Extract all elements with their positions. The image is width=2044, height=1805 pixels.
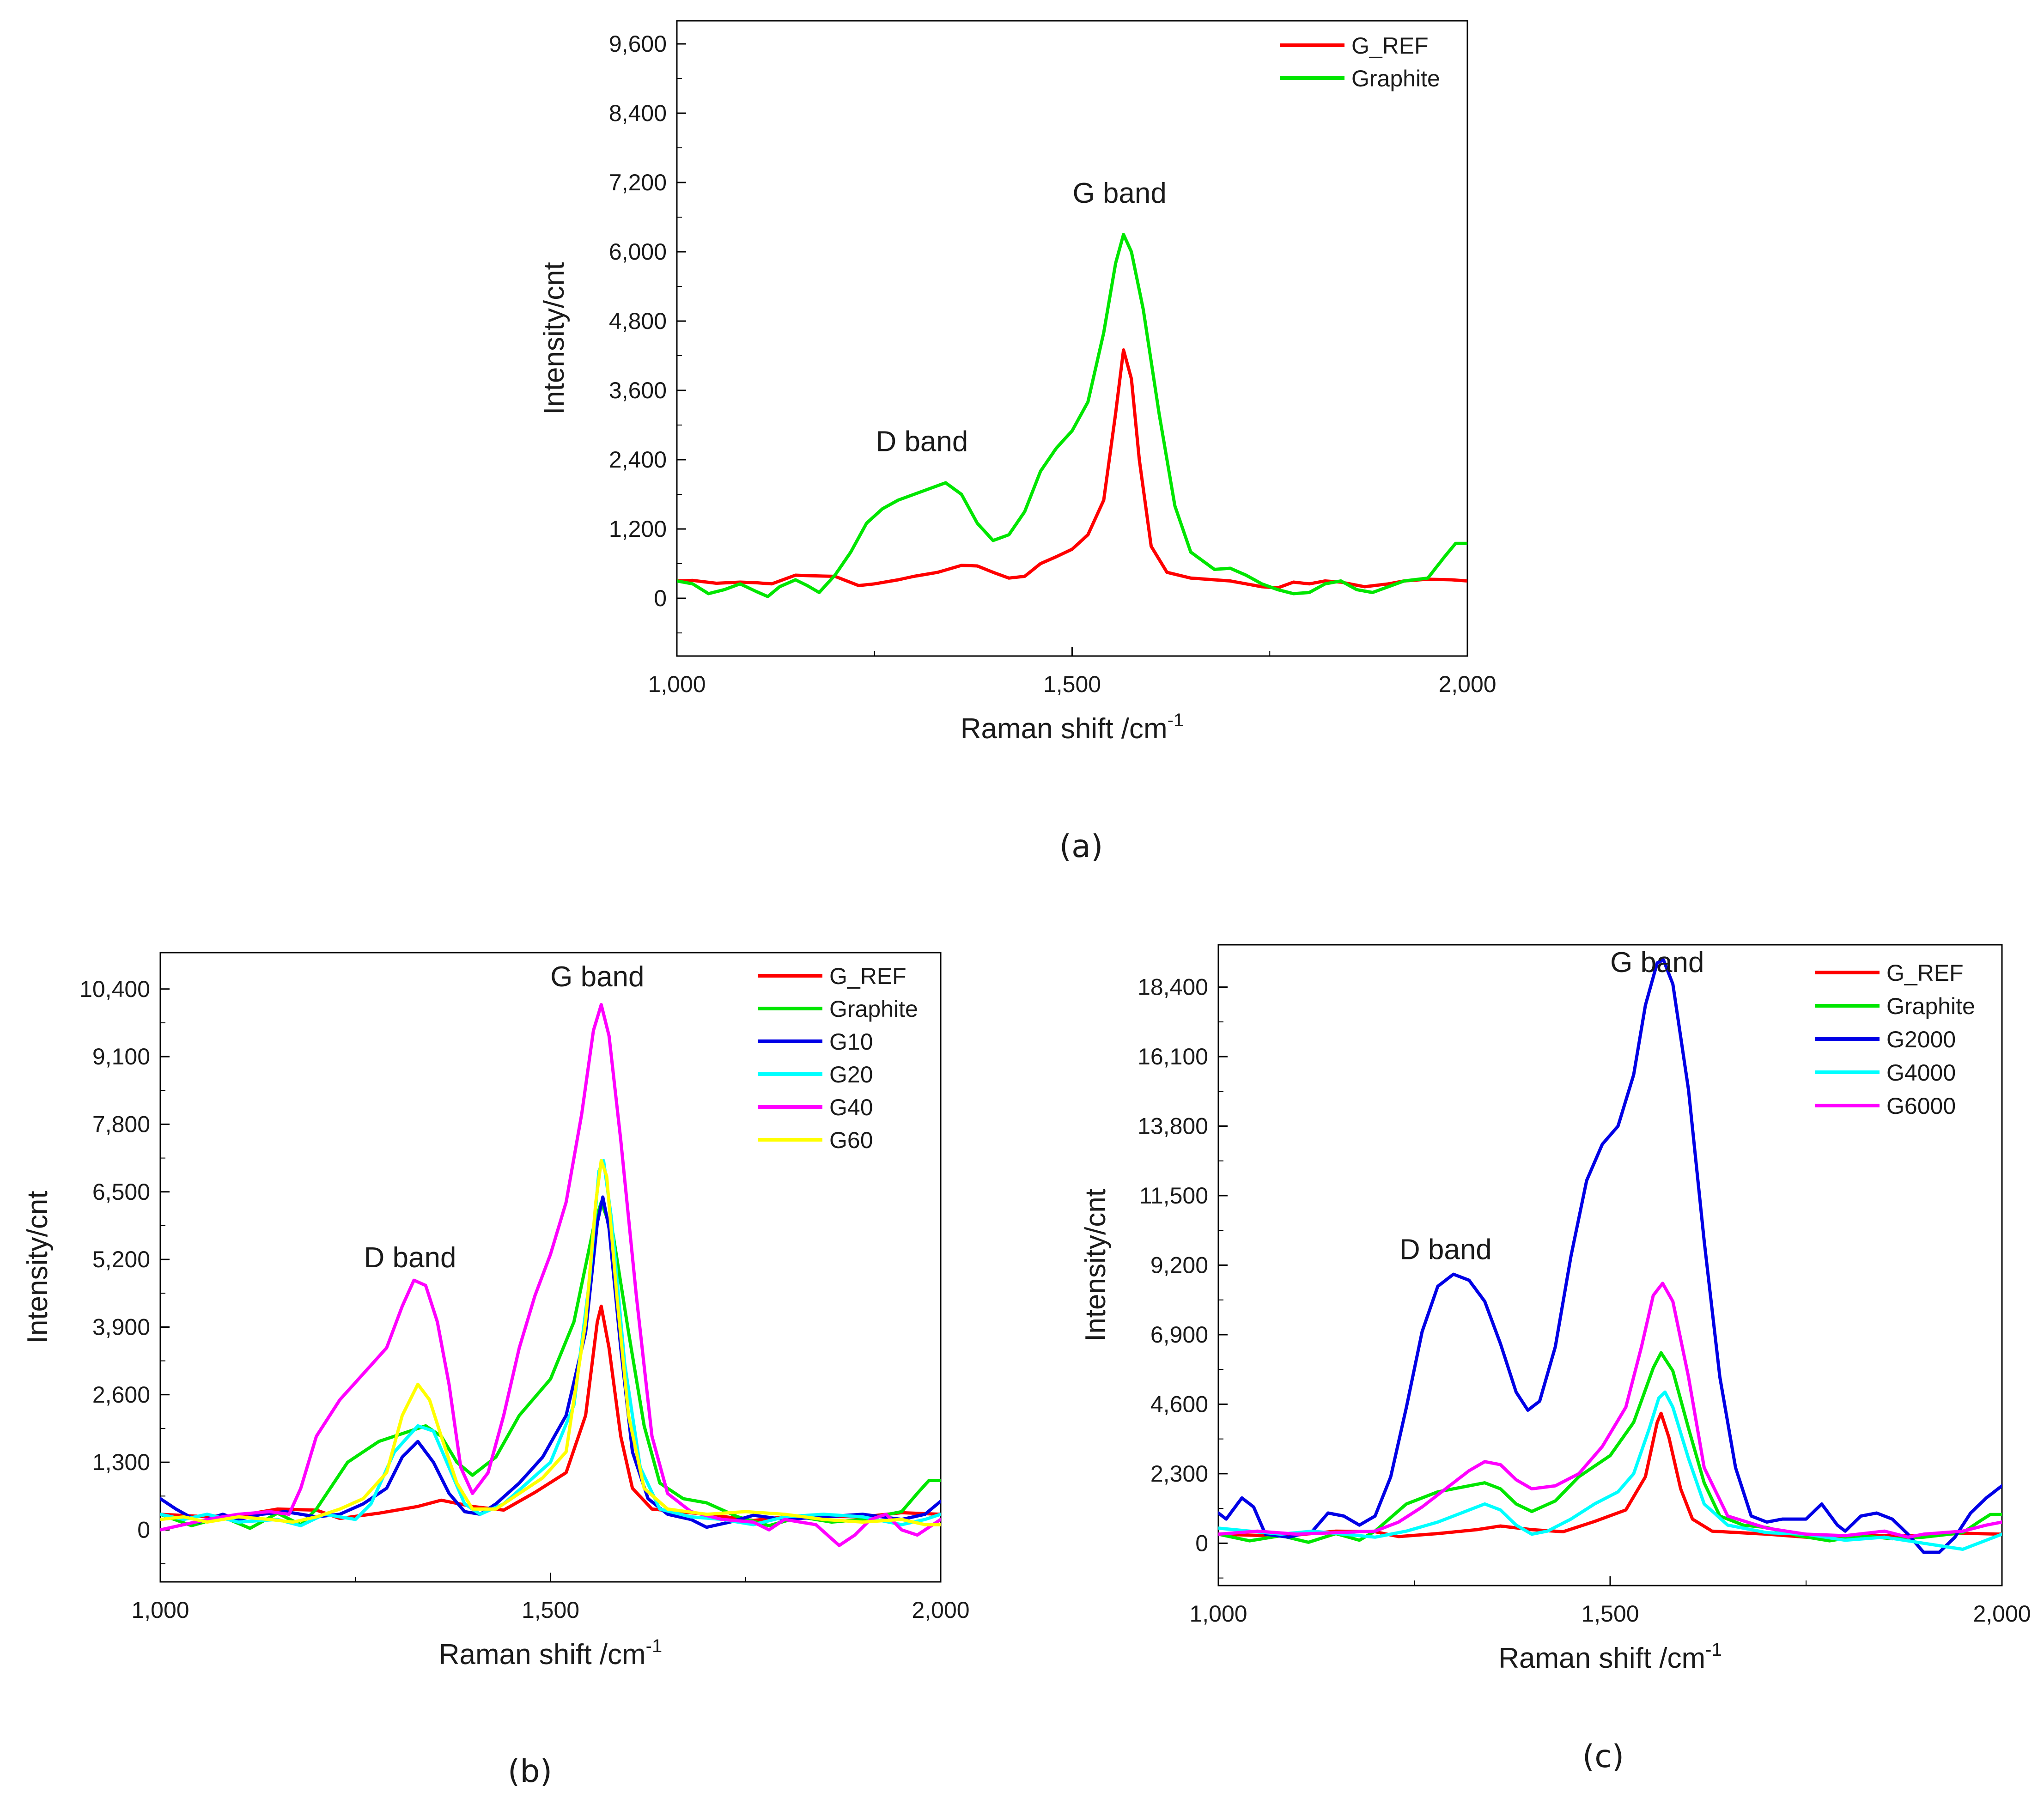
- y-tick-label: 0: [1195, 1530, 1208, 1556]
- band-annotation: G band: [1072, 177, 1166, 209]
- band-annotation: D band: [1399, 1234, 1492, 1265]
- panel-caption: (b): [508, 1753, 552, 1790]
- band-annotation: G band: [1610, 947, 1704, 978]
- y-tick-label: 2,300: [1150, 1461, 1208, 1487]
- x-axis-title-text: Raman shift /cm: [961, 713, 1168, 745]
- x-tick-label: 1,000: [648, 671, 706, 697]
- y-tick-label: 8,400: [609, 100, 667, 126]
- x-tick-label: 2,000: [1973, 1601, 2031, 1627]
- plot-area: [677, 233, 1467, 598]
- panel-caption: (c): [1582, 1738, 1624, 1775]
- y-axis-title: Intensity/cnt: [1080, 1189, 1112, 1342]
- y-tick-label: 6,000: [609, 239, 667, 265]
- plot-area: [160, 1003, 941, 1547]
- series-line-g40: [160, 1003, 941, 1547]
- legend: G_REF Graphite G2000 G4000 G6000: [1815, 960, 1975, 1119]
- series-line-g10: [160, 1195, 941, 1529]
- y-tick-label: 4,600: [1150, 1391, 1208, 1417]
- band-annotation: G band: [550, 961, 644, 993]
- y-tick-label: 9,200: [1150, 1252, 1208, 1278]
- x-tick-label: 1,500: [522, 1597, 579, 1623]
- legend-label: Graphite: [1886, 993, 1975, 1019]
- x-axis-title-text: Raman shift /cm: [439, 1639, 646, 1671]
- legend-label: G10: [829, 1029, 873, 1055]
- y-tick-label: 9,600: [609, 31, 667, 57]
- y-tick-label: 3,600: [609, 377, 667, 403]
- y-tick-label: 16,100: [1138, 1044, 1208, 1070]
- series-line-graphite: [677, 233, 1467, 598]
- y-tick-label: 18,400: [1138, 974, 1208, 1000]
- x-axis-title-superscript: -1: [646, 1636, 663, 1656]
- y-tick-label: 6,900: [1150, 1322, 1208, 1348]
- legend: G_REF Graphite: [1280, 33, 1440, 91]
- legend-label: Graphite: [1351, 66, 1440, 91]
- y-tick-label: 0: [137, 1517, 150, 1543]
- y-tick-label: 10,400: [79, 976, 150, 1002]
- series-line-g60: [160, 1159, 941, 1526]
- x-axis-title-text: Raman shift /cm: [1498, 1642, 1705, 1674]
- y-tick-label: 5,200: [92, 1246, 150, 1272]
- legend: G_REF Graphite G10 G20 G40 G60: [758, 963, 918, 1153]
- chart-panel-a: 0 1,200 2,400 3,600 4,800 6,000 7,200 8,400 9,60…: [538, 20, 1496, 865]
- legend-label: G2000: [1886, 1027, 1956, 1052]
- y-tick-label: 2,600: [92, 1382, 150, 1408]
- series-line-g-ref: [677, 348, 1467, 590]
- y-tick-label: 13,800: [1138, 1113, 1208, 1139]
- y-tick-label: 7,800: [92, 1111, 150, 1137]
- y-tick-label: 9,100: [92, 1044, 150, 1070]
- band-annotation: D band: [876, 425, 968, 457]
- legend-label: G20: [829, 1062, 873, 1088]
- legend-label: G4000: [1886, 1060, 1956, 1086]
- series-line-g2000: [1218, 958, 2002, 1554]
- series-line-g4000: [1218, 1390, 2002, 1551]
- y-tick-label: 7,200: [609, 170, 667, 195]
- series-line-g6000: [1218, 1282, 2002, 1539]
- legend-label: G6000: [1886, 1093, 1956, 1119]
- y-axis-title: Intensity/cnt: [538, 262, 570, 415]
- legend-label: G40: [829, 1094, 873, 1120]
- x-tick-label: 1,000: [1189, 1601, 1247, 1627]
- y-tick-label: 2,400: [609, 447, 667, 473]
- chart-panel-c: 0 2,300 4,600 6,900 9,200 11,500 13,800 16,100 1…: [1080, 944, 2031, 1775]
- x-tick-label: 2,000: [912, 1597, 969, 1623]
- x-axis-title-superscript: -1: [1168, 710, 1184, 730]
- y-tick-label: 6,500: [92, 1179, 150, 1205]
- legend-label: G60: [829, 1127, 873, 1153]
- x-axis-title: Raman shift /cm-1: [439, 1636, 662, 1671]
- x-axis-title-superscript: -1: [1705, 1640, 1722, 1660]
- y-tick-label: 3,900: [92, 1314, 150, 1340]
- y-tick-label: 11,500: [1139, 1183, 1208, 1209]
- legend-label: G_REF: [1351, 33, 1429, 59]
- chart-panels: 0 1,200 2,400 3,600 4,800 6,000 7,200 8,400 9,60…: [22, 20, 2031, 1790]
- chart-panel-b: 0 1,300 2,600 3,900 5,200 6,500 7,800 9,100 10,4…: [22, 952, 970, 1790]
- legend-label: G_REF: [829, 963, 906, 989]
- x-axis-title: Raman shift /cm-1: [1498, 1640, 1722, 1674]
- x-axis-title: Raman shift /cm-1: [961, 710, 1184, 745]
- y-axis-title: Intensity/cnt: [22, 1191, 54, 1344]
- y-tick-label: 1,200: [609, 516, 667, 542]
- x-tick-label: 1,500: [1581, 1601, 1639, 1627]
- plot-area: [1218, 958, 2002, 1554]
- x-tick-label: 1,500: [1043, 671, 1101, 697]
- x-tick-label: 2,000: [1438, 671, 1496, 697]
- y-tick-label: 4,800: [609, 308, 667, 334]
- y-tick-label: 1,300: [92, 1449, 150, 1475]
- legend-label: Graphite: [829, 996, 918, 1022]
- y-tick-label: 0: [654, 585, 667, 611]
- panel-caption: (a): [1059, 828, 1103, 865]
- band-annotation: D band: [364, 1242, 456, 1274]
- x-tick-label: 1,000: [131, 1597, 189, 1623]
- legend-label: G_REF: [1886, 960, 1964, 986]
